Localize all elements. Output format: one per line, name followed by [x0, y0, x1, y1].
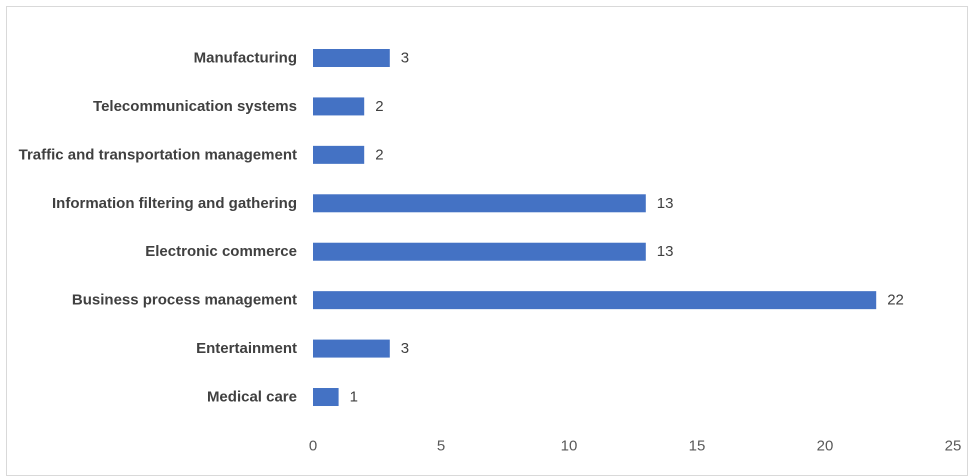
x-tick-label-5: 5 [437, 438, 445, 455]
x-tick-label-0: 0 [309, 438, 317, 455]
bar-electronic-commerce [313, 242, 646, 261]
value-label-manufacturing: 3 [401, 50, 409, 67]
category-label-electronic-commerce: Electronic commerce [145, 243, 297, 260]
bar-information-filtering-and-gathering [313, 194, 646, 213]
bar-chart: Manufacturing Telecommunication systems Tr… [19, 49, 962, 455]
value-label-electronic-commerce: 13 [657, 243, 674, 260]
bar-entertainment [313, 339, 390, 358]
bar-traffic-and-transportation-management [313, 145, 365, 164]
value-label-entertainment: 3 [401, 340, 409, 357]
value-label-business-process-management: 22 [887, 292, 904, 309]
x-tick-label-20: 20 [817, 438, 834, 455]
x-tick-label-15: 15 [689, 438, 706, 455]
x-axis-ticks: 0 5 10 15 20 25 [309, 438, 962, 455]
bar-telecommunication-systems [313, 97, 365, 116]
category-label-manufacturing: Manufacturing [194, 50, 297, 67]
x-tick-label-10: 10 [561, 438, 578, 455]
category-labels: Manufacturing Telecommunication systems Tr… [19, 50, 297, 406]
value-label-traffic-and-transportation-management: 2 [375, 146, 383, 163]
category-label-traffic-and-transportation-management: Traffic and transportation management [19, 146, 297, 163]
chart-frame [6, 6, 968, 476]
value-label-telecommunication-systems: 2 [375, 98, 383, 115]
category-label-information-filtering-and-gathering: Information filtering and gathering [52, 195, 297, 212]
category-label-telecommunication-systems: Telecommunication systems [93, 98, 297, 115]
x-tick-label-25: 25 [945, 438, 962, 455]
bar-manufacturing [313, 49, 390, 67]
bar-business-process-management [313, 291, 877, 310]
value-label-medical-care: 1 [350, 389, 358, 406]
bar-medical-care [313, 388, 339, 407]
category-label-entertainment: Entertainment [196, 340, 297, 357]
value-label-information-filtering-and-gathering: 13 [657, 195, 674, 212]
category-label-business-process-management: Business process management [72, 292, 297, 309]
bars [313, 49, 877, 407]
category-label-medical-care: Medical care [207, 389, 297, 406]
